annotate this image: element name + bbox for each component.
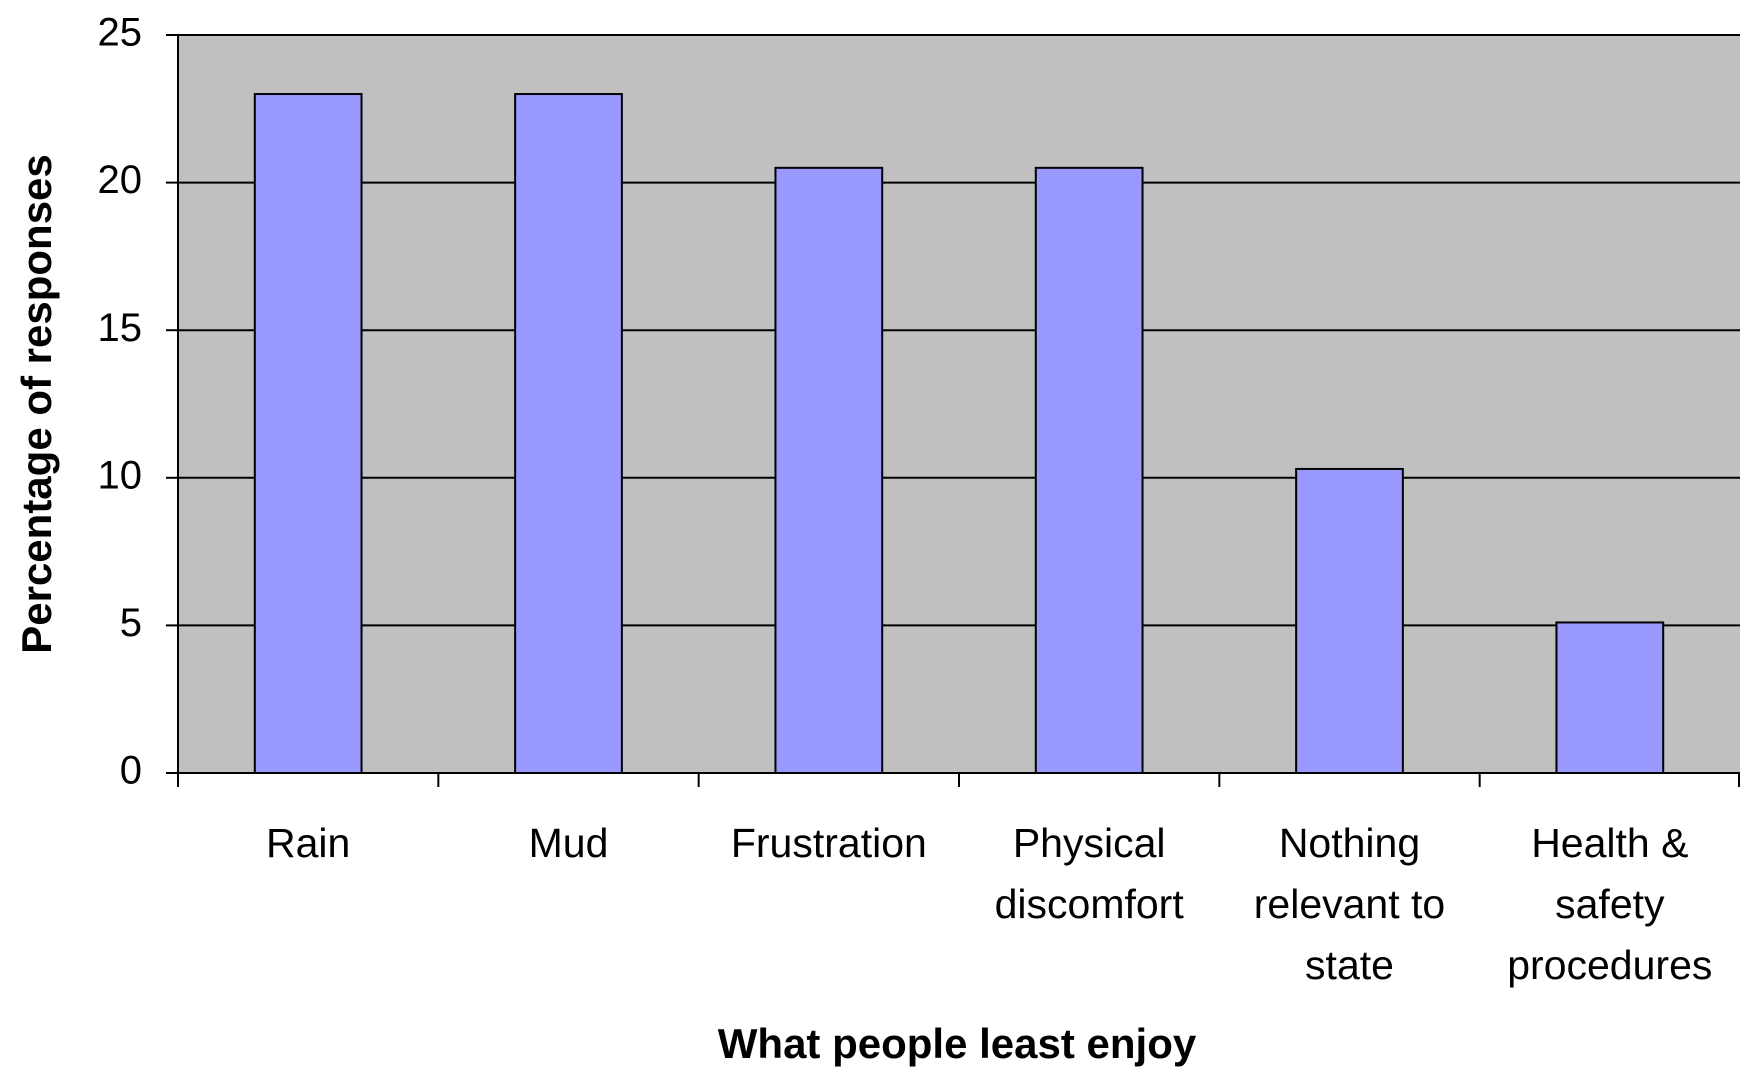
y-tick-label: 10 [98,453,143,497]
y-tick-label: 0 [120,749,142,793]
bar [1295,467,1404,774]
x-tick-label: Physical discomfort [994,820,1184,927]
bar [1555,621,1665,774]
x-tick-label: Nothing relevant to state [1253,820,1446,988]
bar [774,166,884,774]
y-tick-label: 5 [120,601,142,645]
bar [253,93,363,775]
x-tick-label: Frustration [730,820,927,866]
y-tick-label: 20 [98,158,143,202]
bar [514,93,623,775]
x-axis-title: What people least enjoy [718,1020,1197,1067]
x-tick-label: Mud [528,820,609,866]
x-tick-label: Rain [266,820,351,866]
x-tick-label: Health & safety procedures [1507,820,1713,988]
bar [1034,166,1144,774]
y-tick-label: 25 [98,11,143,55]
plot-area [178,35,1740,773]
y-axis-title: Percentage of responses [13,154,60,654]
y-tick-label: 15 [98,306,143,350]
